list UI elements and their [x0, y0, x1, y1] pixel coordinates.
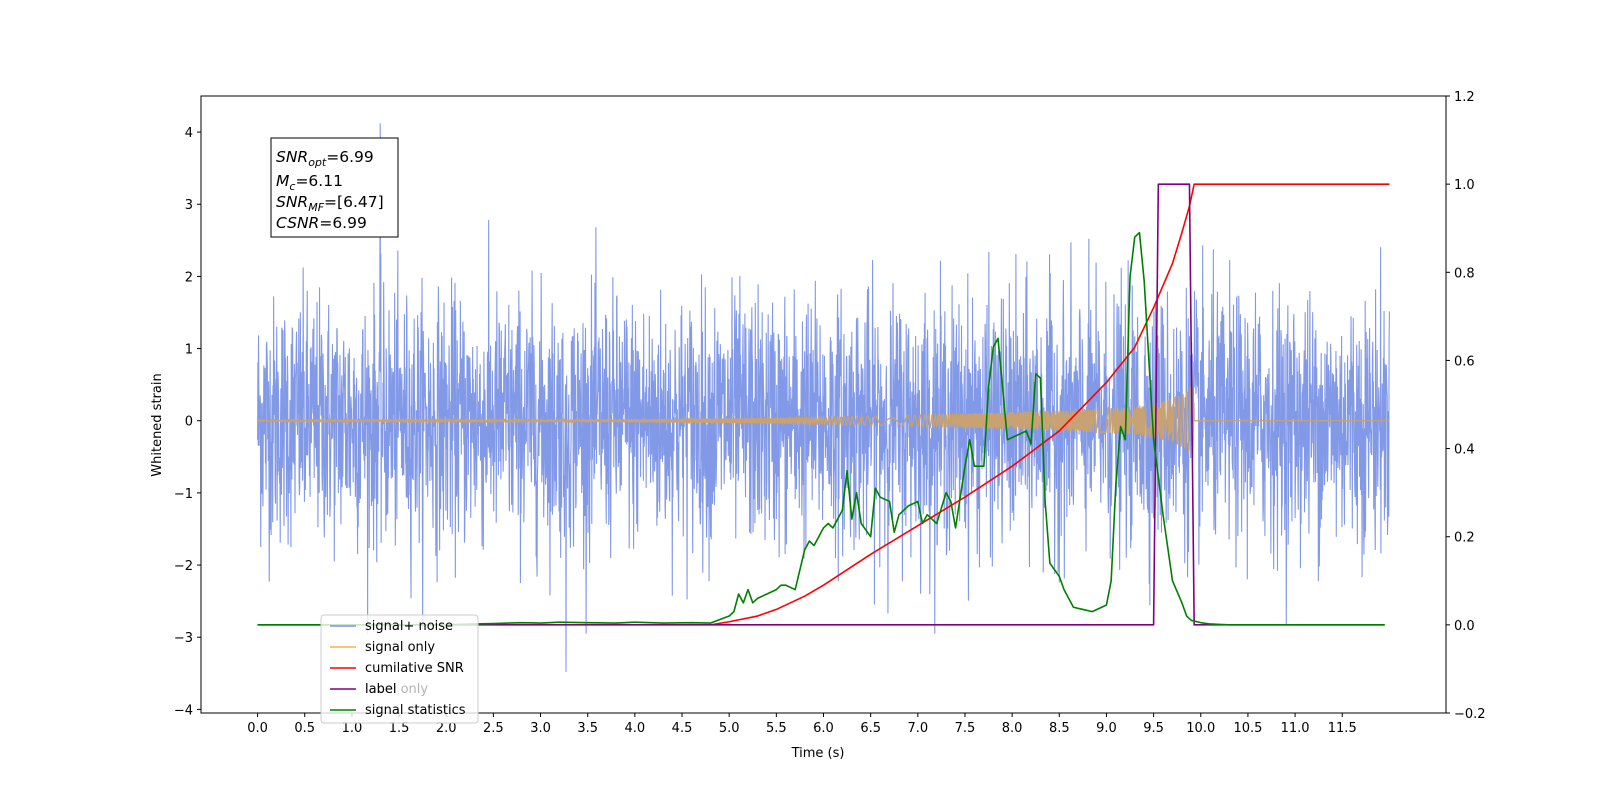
y-right-tick-label: 1.2 — [1454, 90, 1475, 105]
x-tick-label: 9.5 — [1143, 721, 1164, 736]
legend-label-signal-noise: signal+ noise — [365, 619, 453, 634]
x-tick-label: 4.0 — [625, 721, 646, 736]
y-right-tick-label: −0.2 — [1454, 707, 1486, 722]
x-tick-label: 10.5 — [1233, 721, 1262, 736]
y-right-tick-label: 0.6 — [1454, 354, 1475, 369]
x-tick-label: 6.0 — [813, 721, 834, 736]
x-tick-label: 1.5 — [389, 721, 410, 736]
x-tick-label: 5.5 — [766, 721, 787, 736]
y-right-tick-label: 1.0 — [1454, 178, 1475, 193]
series-signal-only — [257, 386, 1390, 458]
y-axis-right: −0.2 0.0 0.2 0.4 0.6 0.8 1.0 1.2 — [1446, 90, 1486, 722]
x-axis: 0.0 0.5 1.0 1.5 2.0 2.5 3.0 3.5 4.0 4.5 5.0 5.5 6.0 6… — [247, 713, 1357, 736]
y-left-tick-label: 0 — [185, 415, 193, 430]
legend-label-label: label — [365, 682, 396, 697]
plot-area — [257, 123, 1390, 672]
x-tick-label: 7.5 — [955, 721, 976, 736]
x-tick-label: 0.5 — [294, 721, 315, 736]
annotation-snr-opt: SNRopt=6.99 — [276, 148, 374, 169]
legend: signal+ noise signal only cumilative SNR… — [320, 614, 479, 724]
y-right-tick-label: 0.0 — [1454, 619, 1475, 634]
annotation-mc: Mc=6.11 — [276, 172, 343, 193]
y-left-tick-label: −4 — [174, 703, 193, 718]
x-tick-label: 11.0 — [1281, 721, 1310, 736]
x-tick-label: 1.0 — [342, 721, 363, 736]
x-axis-label: Time (s) — [791, 746, 845, 761]
legend-label-cumulative-snr: cumilative SNR — [365, 661, 464, 676]
annotation-box: SNRopt=6.99 Mc=6.11 SNRMF=[6.47] CSNR=6.… — [270, 137, 399, 238]
y-right-tick-label: 0.8 — [1454, 266, 1475, 281]
y-left-tick-label: 3 — [185, 198, 193, 213]
x-tick-label: 3.0 — [530, 721, 551, 736]
y-left-tick-label: 1 — [185, 343, 193, 358]
x-tick-label: 5.0 — [719, 721, 740, 736]
x-tick-label: 9.0 — [1096, 721, 1117, 736]
annotation-snr-mf: SNRMF=[6.47] — [276, 193, 384, 214]
y-axis-left: −4 −3 −2 −1 0 1 2 3 4 — [174, 126, 201, 718]
y-left-tick-label: 2 — [185, 270, 193, 285]
x-tick-label: 10.0 — [1186, 721, 1215, 736]
x-tick-label: 11.5 — [1328, 721, 1357, 736]
y-left-tick-label: 4 — [185, 126, 193, 141]
x-tick-label: 6.5 — [860, 721, 881, 736]
axes-frame — [200, 95, 1447, 714]
legend-label-signal-statistics: signal statistics — [365, 703, 466, 718]
x-tick-label: 2.0 — [436, 721, 457, 736]
x-tick-label: 4.5 — [672, 721, 693, 736]
y-right-tick-label: 0.4 — [1454, 443, 1475, 458]
y-left-tick-label: −2 — [174, 559, 193, 574]
series-cumulative-snr — [710, 183, 1390, 626]
y-left-tick-label: −1 — [174, 487, 193, 502]
legend-label-signal-only: signal only — [365, 640, 435, 655]
annotation-csnr: CSNR=6.99 — [276, 214, 367, 232]
y-axis-label: Whitened strain — [150, 373, 165, 476]
x-tick-label: 7.0 — [907, 721, 928, 736]
y-left-tick-label: −3 — [174, 631, 193, 646]
x-tick-label: 2.5 — [483, 721, 504, 736]
y-right-tick-label: 0.2 — [1454, 531, 1475, 546]
x-tick-label: 3.5 — [577, 721, 598, 736]
x-tick-label: 8.5 — [1049, 721, 1070, 736]
series-signal-noise — [257, 123, 1390, 672]
legend-label-hidden: label only — [365, 682, 428, 697]
x-tick-label: 8.0 — [1002, 721, 1023, 736]
x-tick-label: 0.0 — [247, 721, 268, 736]
series-signal-statistics — [257, 231, 1385, 626]
